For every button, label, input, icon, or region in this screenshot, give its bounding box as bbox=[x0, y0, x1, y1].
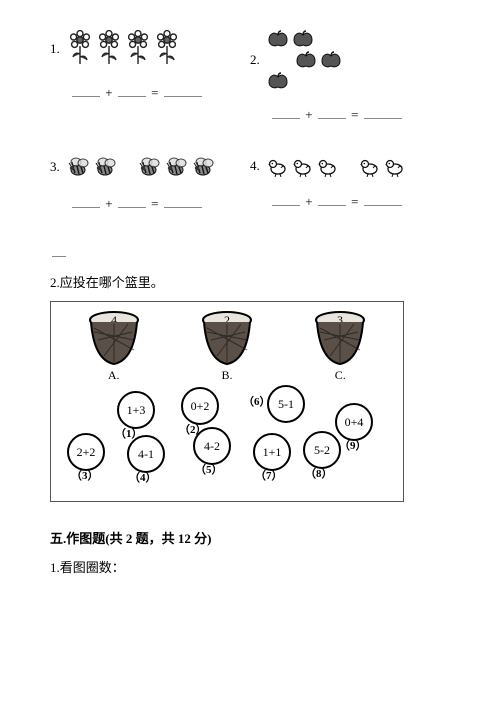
problem-number: 1. bbox=[50, 41, 60, 57]
ball-label: （7） bbox=[255, 467, 283, 483]
ball-label: （4） bbox=[129, 469, 157, 485]
bee-icon bbox=[94, 155, 118, 179]
basket-label-c: C. bbox=[310, 368, 370, 383]
q2-title: 2.应投在哪个篮里。 bbox=[50, 272, 450, 291]
problem-2: 2. + = bbox=[250, 30, 450, 147]
picture-equations-grid: 1. + = 2. + = bbox=[50, 30, 450, 244]
flower-group bbox=[67, 30, 180, 68]
bee-icon bbox=[67, 155, 91, 179]
ball[interactable]: 4-1 bbox=[127, 435, 165, 473]
ball-label: （9） bbox=[339, 437, 367, 453]
ball[interactable]: 5-2 bbox=[303, 431, 341, 469]
ball[interactable]: 0+2 bbox=[181, 387, 219, 425]
flower-icon bbox=[96, 30, 122, 68]
basket-label-a: A. bbox=[84, 368, 144, 383]
chick-icon bbox=[267, 155, 289, 177]
equals-sign: = bbox=[351, 194, 358, 209]
blank[interactable] bbox=[364, 106, 402, 119]
ball-label: （6） bbox=[243, 393, 271, 409]
stray-blank bbox=[52, 244, 66, 257]
section5-header: 五.作图题(共 2 题，共 12 分) bbox=[50, 528, 450, 547]
blank[interactable] bbox=[118, 195, 146, 208]
equation-blanks: + = bbox=[50, 195, 250, 212]
plus-sign: + bbox=[105, 85, 112, 100]
blank[interactable] bbox=[272, 106, 300, 119]
ball-label: （8） bbox=[305, 465, 333, 481]
basket-label-b: B. bbox=[197, 368, 257, 383]
blank[interactable] bbox=[318, 193, 346, 206]
bee-icon bbox=[192, 155, 216, 179]
apple-icon bbox=[267, 72, 289, 90]
baskets-diagram: 4 2 3 A. B. C. 1+3（1）0+2（2）5-1（6）0+4（9）2… bbox=[50, 301, 404, 502]
bee-icon bbox=[165, 155, 189, 179]
problem-number: 2. bbox=[250, 52, 260, 68]
equals-sign: = bbox=[151, 85, 158, 100]
blank[interactable] bbox=[164, 84, 202, 97]
bee-icon bbox=[138, 155, 162, 179]
bee-group bbox=[67, 155, 216, 179]
apple-icon bbox=[267, 30, 289, 48]
problem-1: 1. + = bbox=[50, 30, 250, 147]
ball[interactable]: 0+4 bbox=[335, 403, 373, 441]
blank[interactable] bbox=[318, 106, 346, 119]
basket-labels: A. B. C. bbox=[57, 368, 397, 383]
problem-number: 3. bbox=[50, 159, 60, 175]
apple-icon bbox=[292, 30, 314, 48]
problem-3: 3. + = bbox=[50, 155, 250, 236]
apple-icon bbox=[320, 51, 342, 69]
chick-icon bbox=[384, 155, 406, 177]
blank[interactable] bbox=[72, 195, 100, 208]
basket-icon: 3 bbox=[310, 310, 370, 368]
chick-group bbox=[267, 155, 406, 177]
basket-icon: 4 bbox=[84, 310, 144, 368]
blank[interactable] bbox=[118, 84, 146, 97]
ball[interactable]: 1+3 bbox=[117, 391, 155, 429]
plus-sign: + bbox=[305, 194, 312, 209]
equals-sign: = bbox=[151, 196, 158, 211]
equation-blanks: + = bbox=[250, 193, 450, 210]
basket-icon: 2 bbox=[197, 310, 257, 368]
equation-blanks: + = bbox=[50, 84, 250, 101]
section5-q1: 1.看图圈数： bbox=[50, 557, 450, 576]
equals-sign: = bbox=[351, 107, 358, 122]
basket-row: 4 2 3 bbox=[57, 310, 397, 368]
balls-area: 1+3（1）0+2（2）5-1（6）0+4（9）2+2（3）4-1（4）4-2（… bbox=[57, 385, 397, 495]
blank[interactable] bbox=[272, 193, 300, 206]
chick-icon bbox=[292, 155, 314, 177]
apple-group bbox=[267, 30, 347, 90]
chick-icon bbox=[359, 155, 381, 177]
ball[interactable]: 5-1 bbox=[267, 385, 305, 423]
blank[interactable] bbox=[72, 84, 100, 97]
ball-label: （3） bbox=[71, 467, 99, 483]
flower-icon bbox=[67, 30, 93, 68]
apple-icon bbox=[295, 51, 317, 69]
ball[interactable]: 4-2 bbox=[193, 427, 231, 465]
ball[interactable]: 1+1 bbox=[253, 433, 291, 471]
plus-sign: + bbox=[305, 107, 312, 122]
ball-label: （5） bbox=[195, 461, 223, 477]
problem-4: 4. + = bbox=[250, 155, 450, 236]
blank[interactable] bbox=[164, 195, 202, 208]
blank[interactable] bbox=[364, 193, 402, 206]
flower-icon bbox=[154, 30, 180, 68]
flower-icon bbox=[125, 30, 151, 68]
problem-number: 4. bbox=[250, 158, 260, 174]
plus-sign: + bbox=[105, 196, 112, 211]
ball[interactable]: 2+2 bbox=[67, 433, 105, 471]
equation-blanks: + = bbox=[250, 106, 450, 123]
chick-icon bbox=[317, 155, 339, 177]
